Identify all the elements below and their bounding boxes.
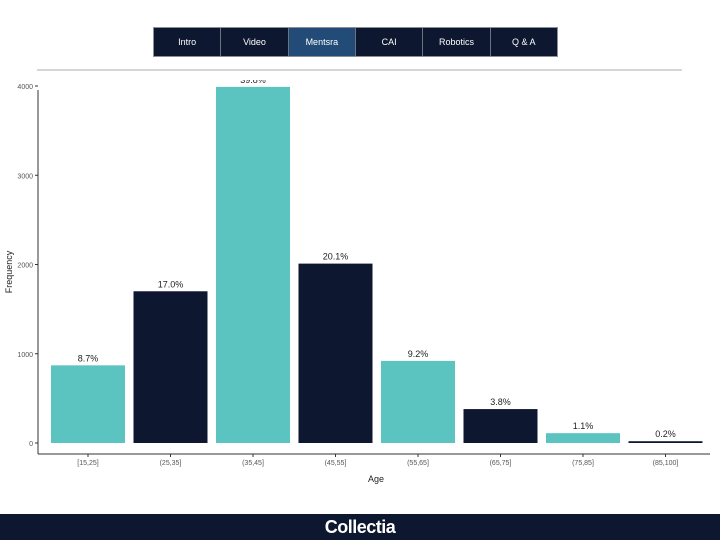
y-tick-label: 1000 (17, 352, 33, 359)
y-tick-label: 2000 (17, 263, 33, 270)
bar-label-6: 1.1% (573, 421, 594, 431)
y-tick-label: 3000 (17, 173, 33, 180)
tab-intro[interactable]: Intro (154, 28, 222, 56)
bar-6 (546, 433, 620, 443)
x-axis-ticks: [15,25] (25,35] (35,45] (45,55] (55,65] (65,7… (77, 454, 678, 467)
tab-robotics[interactable]: Robotics (423, 28, 491, 56)
x-tick-label-2: (35,45] (242, 460, 264, 467)
bar-5 (463, 409, 538, 443)
x-tick-label-6: (75,85] (572, 460, 594, 467)
bar-label-1: 17.0% (158, 279, 184, 289)
y-axis-label: Frequency (4, 250, 14, 293)
x-axis-label: Age (368, 474, 384, 484)
bar-label-0: 8.7% (78, 353, 99, 363)
y-tick-label: 4000 (17, 84, 33, 91)
bar-labels: 8.7% 17.0% 39.8% 20.1% 9.2% 3.8% 1.1% 0.2% (78, 80, 676, 439)
age-frequency-chart: 0 1000 2000 3000 4000 8.7% 17.0% 39.8% 20.1% 9.2… (4, 80, 710, 484)
y-tick-label: 0 (29, 441, 33, 448)
x-tick-label-4: (55,65] (407, 460, 429, 467)
bar-label-7: 0.2% (655, 429, 676, 439)
x-tick-label-5: (65,75] (490, 460, 512, 467)
bar-0 (51, 365, 125, 443)
x-tick-label-1: (25,35] (160, 460, 182, 467)
bar-7 (628, 441, 703, 443)
nav-tab-bar: Intro Video Mentsra CAI Robotics Q & A (153, 27, 558, 57)
bar-label-4: 9.2% (408, 349, 429, 359)
x-tick-label-0: [15,25] (77, 460, 98, 467)
bar-4 (381, 360, 455, 443)
bar-1 (133, 291, 208, 443)
bars (51, 86, 703, 443)
tab-mentsra[interactable]: Mentsra (288, 28, 356, 56)
bar-label-5: 3.8% (490, 397, 511, 407)
header-divider (37, 69, 682, 71)
bar-3 (298, 263, 373, 443)
x-tick-label-7: (85,100] (653, 460, 679, 467)
x-tick-label-3: (45,55] (325, 460, 347, 467)
bar-label-3: 20.1% (323, 252, 349, 262)
bar-2 (216, 86, 290, 443)
footer-bar: Collectia (0, 514, 720, 540)
tab-cai[interactable]: CAI (356, 28, 424, 56)
tab-q-and-a[interactable]: Q & A (512, 37, 536, 47)
y-axis-ticks: 0 1000 2000 3000 4000 (17, 84, 38, 448)
tab-video[interactable]: Video (221, 28, 289, 56)
bar-label-2: 39.8% (240, 80, 266, 85)
collectia-logo: Collectia (324, 516, 396, 537)
